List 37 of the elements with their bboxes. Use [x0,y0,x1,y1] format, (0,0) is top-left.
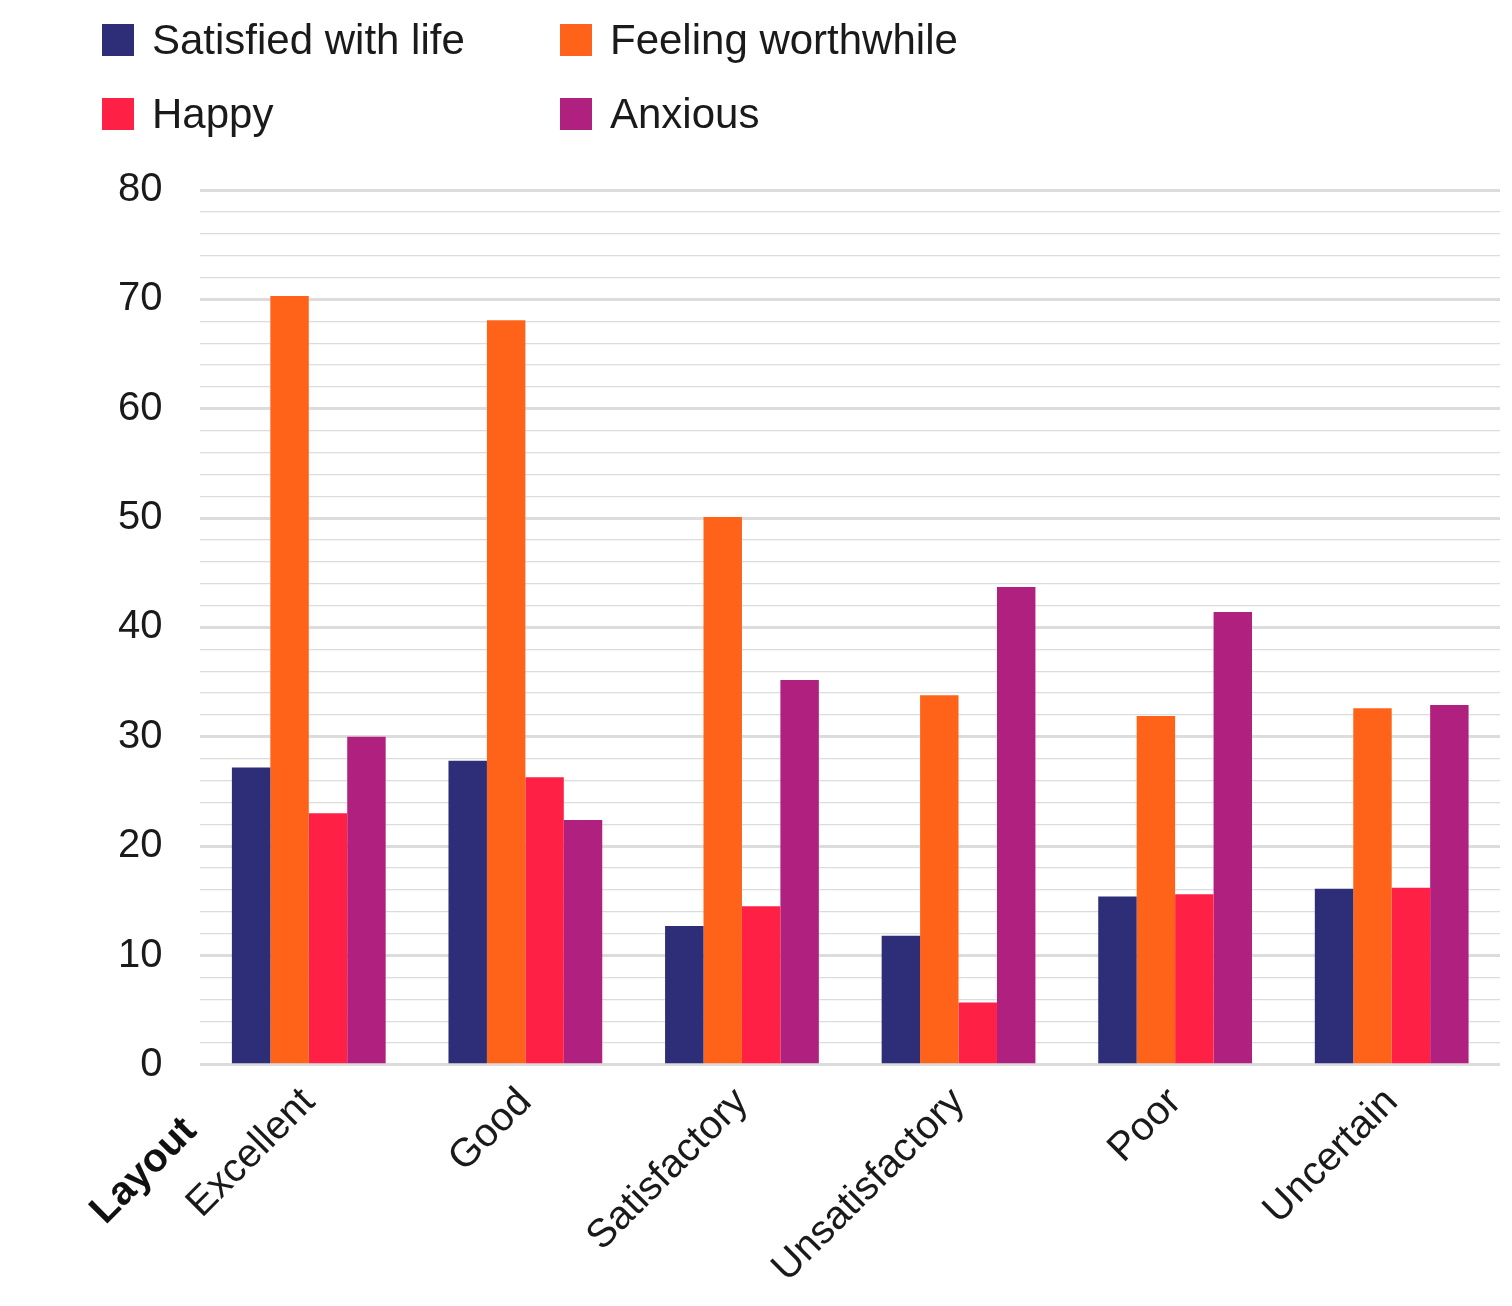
y-tick-label: 0 [140,1039,163,1084]
bar [270,296,309,1064]
y-tick-label: 10 [117,930,163,975]
bar [231,767,271,1064]
bar [780,679,819,1064]
y-tick-label: 30 [117,711,163,756]
legend-label: Feeling worthwhile [610,16,958,64]
bar [920,695,959,1064]
bar [996,586,1036,1064]
legend-label: Anxious [610,90,760,138]
bar [958,1002,997,1064]
y-tick-label: 40 [117,602,163,647]
legend-label: Happy [152,90,274,138]
bar [703,516,742,1064]
bar [741,906,781,1064]
y-tick-label: 80 [117,165,163,210]
bar [1353,708,1392,1064]
bar [1136,716,1176,1064]
legend-label: Satisfied with life [152,16,465,64]
bar [486,320,526,1064]
bar [1391,887,1431,1064]
bar [347,736,386,1064]
y-tick-label: 20 [117,821,163,866]
bar [1314,888,1354,1064]
bar [308,813,348,1064]
y-tick-label: 60 [117,383,163,428]
bar [1213,612,1253,1064]
bar [1430,705,1469,1064]
bar [881,935,921,1064]
bar [1175,894,1214,1064]
bar [448,760,487,1064]
y-tick-label: 70 [117,274,163,319]
bar [525,777,564,1064]
bar [665,925,704,1064]
bar [563,819,603,1064]
bar [1098,896,1137,1064]
y-tick-label: 50 [117,493,163,538]
